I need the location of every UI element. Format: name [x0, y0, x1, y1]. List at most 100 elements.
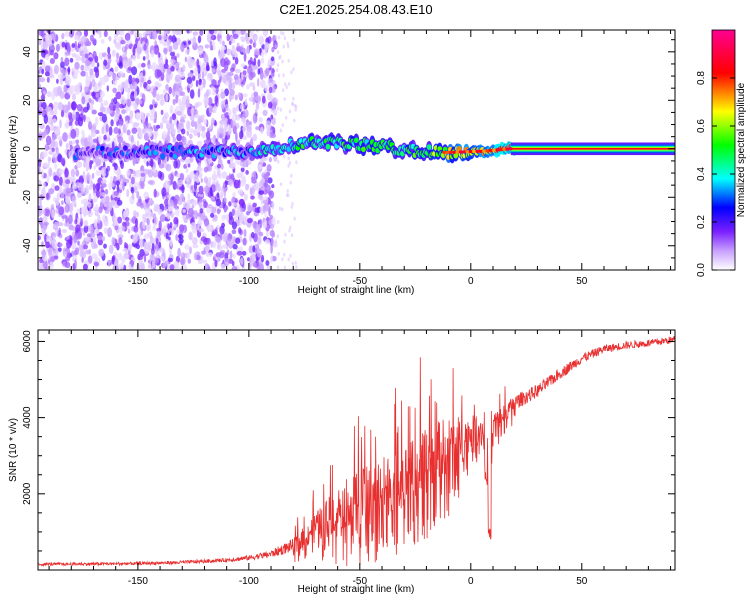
spectrogram-noise-cell: [156, 227, 162, 232]
spectrogram-noise-cell: [263, 73, 267, 79]
spectrogram-noise-cell: [150, 247, 155, 255]
spectrogram-noise-cell: [211, 68, 216, 73]
spectrogram-noise-cell: [64, 203, 70, 213]
spectrogram-noise-cell: [192, 236, 198, 245]
spectrogram-noise-cell: [175, 74, 181, 82]
spectrogram-noise-cell: [206, 237, 211, 245]
x-tick-label: -50: [353, 576, 368, 587]
spectrogram-noise-cell: [80, 70, 86, 77]
spectrogram-noise-cell: [160, 255, 165, 262]
spectrogram-noise-cell: [165, 93, 169, 102]
spectrogram-noise-cell: [165, 84, 169, 91]
spectrogram-ridge-core: [462, 150, 467, 154]
spectrogram-noise-cell: [224, 117, 228, 124]
spectrogram-noise-cell: [53, 221, 59, 229]
spectrogram-ridge-core: [475, 149, 480, 153]
spectrogram-noise-cell: [169, 105, 174, 114]
spectrogram-noise-cell: [274, 35, 278, 40]
spectrogram-noise-cell: [142, 70, 146, 77]
spectrogram-noise-cell: [136, 243, 140, 250]
spectrogram-noise-cell: [233, 74, 239, 81]
spectrogram-noise-cell: [139, 248, 145, 257]
spectrogram-noise-cell: [98, 248, 105, 257]
spectrogram-noise-cell: [158, 52, 161, 58]
spectrogram-noise-cell: [95, 68, 100, 79]
spectrogram-noise-cell: [203, 96, 209, 106]
spectrogram-noise-cell: [163, 205, 168, 211]
spectrogram-noise-cell: [84, 53, 89, 59]
spectrogram-noise-cell: [115, 109, 120, 119]
spectrogram-noise-cell: [165, 232, 169, 240]
spectrogram-noise-cell: [143, 191, 150, 200]
spectrogram-noise-cell: [149, 104, 154, 110]
spectrogram-noise-cell: [79, 221, 83, 227]
spectrogram-noise-cell: [225, 81, 230, 86]
spectrogram-noise-cell: [189, 114, 195, 121]
spectrogram-noise-cell: [48, 74, 55, 79]
snr-series-line: [38, 336, 675, 568]
spectrogram-noise-cell: [164, 198, 169, 207]
spectrogram-noise-cell: [165, 163, 172, 172]
snr-axes: -150 -100 -50 0 50 2000 4000 6000: [22, 330, 675, 587]
spectrogram-noise-cell: [287, 81, 291, 86]
spectrogram-noise-cell: [194, 121, 198, 130]
spectrogram-noise-cell: [108, 244, 114, 254]
spectrogram-ridge-cell: [453, 152, 459, 159]
spectrogram-noise-cell: [266, 129, 271, 137]
spectrogram-noise-cell: [77, 116, 84, 127]
spectrogram-noise-cell: [194, 172, 199, 180]
spectrogram-noise-cell: [72, 184, 77, 190]
spectrogram-noise-cell: [283, 265, 287, 270]
spectrogram-noise-cell: [240, 36, 246, 41]
spectrogram-noise-cell: [61, 32, 65, 40]
spectrogram-noise-cell: [50, 138, 56, 148]
spectrogram-noise-cell: [56, 85, 63, 96]
spectrogram-noise-cell: [159, 93, 164, 100]
spectrogram-noise-cell: [133, 225, 139, 233]
spectrogram-noise-cell: [199, 64, 203, 74]
spectrogram-noise-cell: [222, 40, 225, 47]
spectrogram-noise-cell: [179, 193, 185, 203]
spectrogram-noise-cell: [224, 205, 229, 211]
spectrogram-noise-cell: [209, 73, 213, 81]
spectrogram-noise-cell: [199, 30, 204, 36]
spectrogram-noise-cell: [125, 178, 130, 184]
spectrogram-noise-cell: [119, 174, 123, 180]
spectrogram-noise-cell: [209, 40, 213, 51]
spectrogram-noise-cell: [214, 84, 219, 89]
spectrogram-noise-cell: [178, 186, 185, 191]
spectrogram-noise-cell: [295, 160, 298, 165]
spectrogram-noise-cell: [50, 256, 56, 263]
colorbar-tick-label: 0.4: [696, 167, 707, 181]
spectrogram-noise-cell: [114, 66, 119, 73]
spectrogram-noise-cell: [283, 252, 286, 257]
spectrogram-noise-cell: [117, 84, 124, 94]
spectrogram-noise-cell: [292, 67, 295, 72]
spectrogram-noise-cell: [71, 241, 77, 250]
spectrogram-noise-cell: [161, 187, 167, 197]
spectrogram-noise-cell: [189, 133, 193, 140]
spectrogram-noise-cell: [65, 255, 71, 262]
spectrogram-noise-cell: [63, 251, 68, 258]
spectrogram-noise-cell: [284, 82, 287, 87]
spectrogram-noise-cell: [75, 182, 81, 187]
spectrogram-noise-cell: [246, 128, 253, 138]
spectrogram-noise-cell: [129, 119, 133, 125]
spectrogram-noise-cell: [54, 64, 59, 75]
spectrogram-noise-cell: [231, 266, 238, 270]
spectrogram-noise-cell: [103, 100, 109, 107]
spectrogram-noise-cell: [215, 236, 221, 243]
spectrogram-noise-cell: [78, 175, 85, 185]
spectrogram-noise-cell: [260, 254, 265, 263]
spectrogram-noise-cell: [267, 177, 273, 184]
spectrogram-noise-cell: [47, 156, 51, 166]
spectrogram-noise-cell: [76, 56, 82, 61]
spectrogram-axes: -150 -100 -50 0 50 -40 -20 0 20 40: [22, 30, 675, 287]
y-tick-label: 6000: [22, 330, 33, 353]
spectrogram-noise-cell: [45, 135, 52, 146]
spectrogram-noise-cell: [252, 42, 256, 48]
spectrogram-noise-cell: [242, 75, 246, 86]
spectrogram-noise-cell: [83, 85, 88, 93]
spectrogram-noise-cell: [96, 235, 103, 241]
spectrogram-noise-cell: [240, 208, 245, 213]
